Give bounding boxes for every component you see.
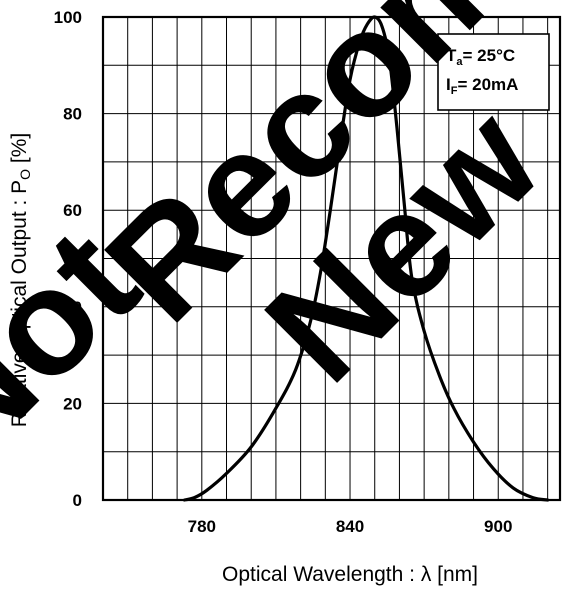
y-tick-label: 80 [63, 105, 82, 124]
x-tick-labels: 780 840 900 [188, 517, 513, 536]
x-tick-label: 900 [484, 517, 512, 536]
y-tick-label: 100 [54, 8, 82, 27]
y-axis-label: Relative Optical Output : PO [%] [8, 133, 33, 428]
spectrum-series-line [182, 15, 550, 502]
y-tick-label: 0 [73, 491, 82, 510]
legend-current: IF= 20mA [446, 75, 518, 97]
legend-temperature: Ta= 25°C [446, 46, 515, 68]
y-tick-label: 40 [63, 298, 82, 317]
x-tick-label: 840 [336, 517, 364, 536]
y-tick-label: 20 [63, 394, 82, 413]
legend-frame [437, 33, 550, 111]
x-axis-label: Optical Wavelength : λ [nm] [222, 563, 478, 586]
y-tick-label: 60 [63, 201, 82, 220]
legend-box: Ta= 25°C IF= 20mA [437, 33, 550, 111]
x-tick-label: 780 [188, 517, 216, 536]
plot-frame [101, 15, 562, 502]
y-tick-labels: 0 20 40 60 80 100 [54, 8, 82, 510]
